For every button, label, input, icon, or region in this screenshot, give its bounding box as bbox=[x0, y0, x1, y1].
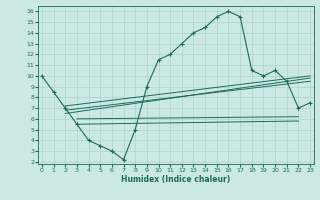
X-axis label: Humidex (Indice chaleur): Humidex (Indice chaleur) bbox=[121, 175, 231, 184]
